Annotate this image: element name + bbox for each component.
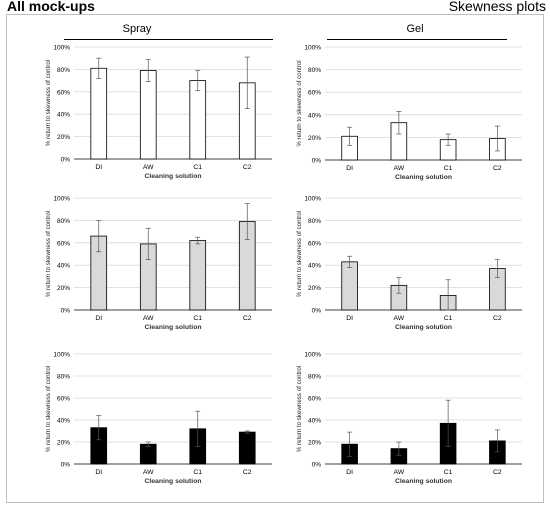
x-tick-label: AW <box>394 165 405 172</box>
y-tick-label: 100% <box>304 45 321 52</box>
x-tick-label: C1 <box>444 315 453 322</box>
y-tick-label: 80% <box>57 374 70 381</box>
bar-di <box>341 261 358 311</box>
y-tick-label: 40% <box>57 263 70 270</box>
y-tick-label: 60% <box>57 396 70 403</box>
x-tick-label: C2 <box>493 165 502 172</box>
x-axis-title: Cleaning solution <box>144 173 201 180</box>
x-tick-label: DI <box>95 315 102 322</box>
chart-panel-spray-row2: 0% 20% 40% 60% 80% 100% DI AW C1 C2 Cleaning solut… <box>45 196 272 331</box>
y-axis-title: % return to skewness of control <box>45 60 52 146</box>
x-tick-label: DI <box>346 315 353 322</box>
y-tick-label: 40% <box>57 418 70 425</box>
y-tick-label: 100% <box>53 352 70 359</box>
y-axis-title: % return to skewness of control <box>296 60 303 146</box>
x-axis-title: Cleaning solution <box>144 478 201 485</box>
y-tick-label: 60% <box>57 89 70 96</box>
x-tick-label: C1 <box>193 164 202 171</box>
y-tick-label: 40% <box>308 263 321 270</box>
y-tick-label: 80% <box>57 67 70 74</box>
x-tick-label: C2 <box>243 469 252 476</box>
x-tick-label: DI <box>346 165 353 172</box>
x-tick-label: C1 <box>193 469 202 476</box>
x-tick-label: DI <box>95 164 102 171</box>
y-tick-label: 0% <box>61 308 71 315</box>
y-tick-label: 100% <box>304 196 321 203</box>
y-tick-label: 20% <box>57 134 70 141</box>
chart-panel-spray-row3: 0% 20% 40% 60% 80% 100% DI AW C1 C2 Cleaning solut… <box>45 352 272 485</box>
bar-di <box>90 67 108 160</box>
y-tick-label: 20% <box>308 440 321 447</box>
figure-frame <box>6 14 544 503</box>
y-axis-title: % return to skewness of control <box>45 211 52 297</box>
figure-title: All mock-ups <box>7 0 95 14</box>
x-tick-label: C2 <box>243 315 252 322</box>
y-tick-label: 0% <box>61 157 71 164</box>
x-tick-label: C1 <box>193 315 202 322</box>
x-tick-label: AW <box>143 164 154 171</box>
y-tick-label: 60% <box>308 90 321 97</box>
y-axis-title: % return to skewness of control <box>45 366 52 452</box>
x-tick-label: AW <box>143 315 154 322</box>
x-tick-label: C2 <box>493 315 502 322</box>
y-tick-label: 80% <box>57 218 70 225</box>
bar-c2 <box>238 431 256 465</box>
x-tick-label: C2 <box>243 164 252 171</box>
x-tick-label: AW <box>394 469 405 476</box>
figure-subtitle: Skewness plots <box>448 0 546 14</box>
x-tick-label: C1 <box>444 469 453 476</box>
x-tick-label: C2 <box>493 469 502 476</box>
y-tick-label: 100% <box>53 196 70 203</box>
y-tick-label: 80% <box>308 67 321 74</box>
chart-panel-spray-row1: 0% 20% 40% 60% 80% 100% DI AW C1 C2 Cleaning solut… <box>45 45 272 180</box>
y-tick-label: 0% <box>312 308 322 315</box>
chart-panel-gel-row3: 0% 20% 40% 60% 80% 100% DI AW C1 C2 Cleaning solut… <box>296 352 522 485</box>
column-title-spray: Spray <box>122 23 152 35</box>
y-tick-label: 100% <box>304 352 321 359</box>
y-tick-label: 80% <box>308 218 321 225</box>
y-tick-label: 60% <box>308 240 321 247</box>
chart-panel-gel-row1: 0% 20% 40% 60% 80% 100% DI AW C1 C2 Cleaning solut… <box>296 45 522 181</box>
y-tick-label: 40% <box>57 112 70 119</box>
bar-aw <box>139 443 157 465</box>
y-tick-label: 20% <box>308 285 321 292</box>
column-underline-spray <box>64 39 273 40</box>
x-tick-label: DI <box>346 469 353 476</box>
x-axis-title: Cleaning solution <box>395 478 452 485</box>
y-tick-label: 20% <box>308 135 321 142</box>
column-title-gel: Gel <box>406 23 424 35</box>
y-tick-label: 40% <box>308 112 321 119</box>
x-tick-label: AW <box>394 315 405 322</box>
y-tick-label: 40% <box>308 418 321 425</box>
y-axis-title: % return to skewness of control <box>296 211 303 297</box>
y-tick-label: 20% <box>57 440 70 447</box>
y-tick-label: 0% <box>312 158 322 165</box>
column-underline-gel <box>327 39 507 40</box>
x-tick-label: AW <box>143 469 154 476</box>
bar-c1 <box>189 240 207 311</box>
bar-c1 <box>189 80 207 160</box>
x-axis-title: Cleaning solution <box>144 324 201 331</box>
y-tick-label: 60% <box>308 396 321 403</box>
x-axis-title: Cleaning solution <box>395 324 452 331</box>
y-tick-label: 80% <box>308 374 321 381</box>
y-tick-label: 0% <box>61 462 71 469</box>
bar-aw <box>139 70 157 160</box>
x-axis-title: Cleaning solution <box>395 174 452 181</box>
chart-panel-gel-row2: 0% 20% 40% 60% 80% 100% DI AW C1 C2 Cleaning solut… <box>296 196 522 331</box>
y-axis-title: % return to skewness of control <box>296 366 303 452</box>
x-tick-label: DI <box>95 469 102 476</box>
x-tick-label: C1 <box>444 165 453 172</box>
y-tick-label: 0% <box>312 462 322 469</box>
y-tick-label: 60% <box>57 240 70 247</box>
y-tick-label: 20% <box>57 285 70 292</box>
y-tick-label: 100% <box>53 45 70 52</box>
